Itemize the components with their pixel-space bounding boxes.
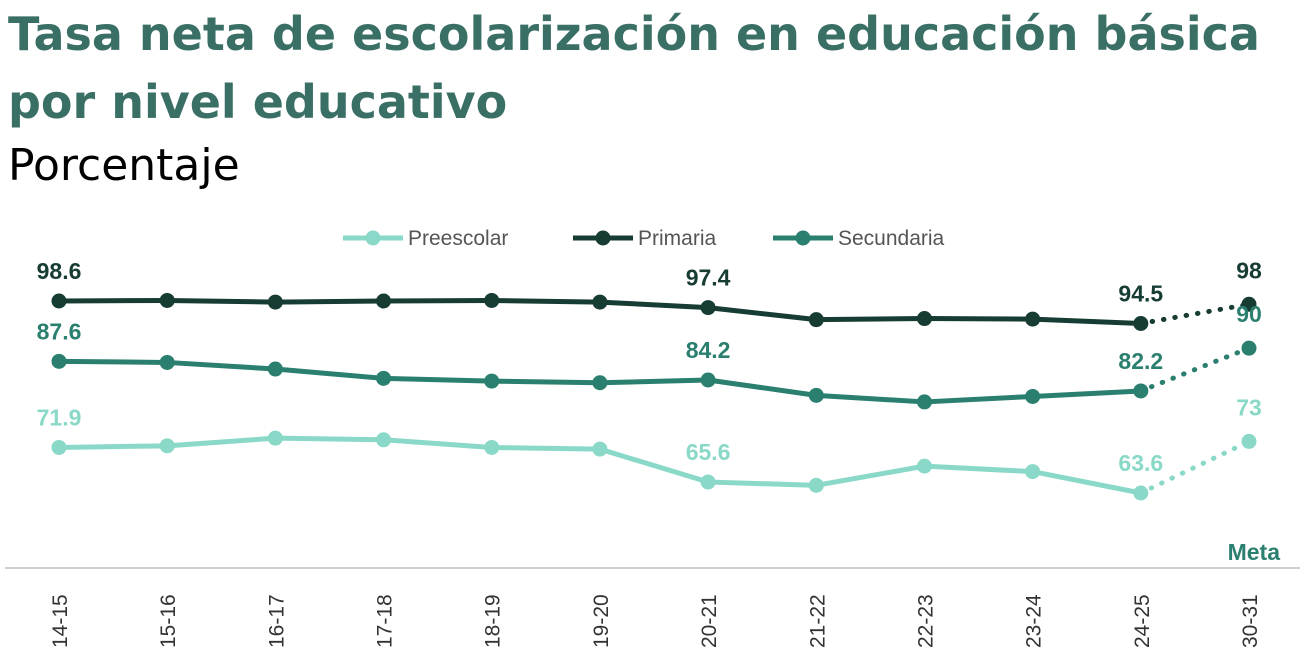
series-projection-secundaria: [1138, 345, 1252, 394]
legend-item-primaria: Primaria: [573, 227, 716, 250]
legend-marker-primaria: [595, 230, 611, 246]
series-layer: [51, 292, 1257, 501]
data-label-primaria-14-15: 98.6: [37, 258, 82, 284]
point-primaria-14-15: [51, 293, 67, 309]
x-tick-21-22: 21-22: [806, 594, 829, 648]
point-primaria-16-17: [267, 294, 283, 310]
point-preescolar-19-20: [592, 441, 608, 457]
x-tick-15-16: 15-16: [157, 594, 180, 648]
x-tick-14-15: 14-15: [49, 594, 72, 648]
point-preescolar-20-21: [700, 474, 716, 490]
legend-item-preescolar: Preescolar: [343, 227, 508, 250]
chart-subtitle: Porcentaje: [8, 140, 240, 191]
data-label-primaria-20-21: 97.4: [686, 265, 731, 291]
point-primaria-20-21: [700, 300, 716, 316]
point-secundaria-19-20: [592, 375, 608, 391]
data-label-secundaria-30-31: 90: [1236, 301, 1262, 327]
data-label-primaria-30-31: 98: [1236, 257, 1262, 283]
data-label-preescolar-30-31: 73: [1236, 394, 1262, 420]
point-primaria-18-19: [484, 292, 500, 308]
legend-marker-preescolar: [365, 230, 381, 246]
point-preescolar-15-16: [159, 438, 175, 454]
point-secundaria-20-21: [700, 372, 716, 388]
point-primaria-22-23: [916, 311, 932, 327]
data-label-primaria-24-25: 94.5: [1118, 280, 1163, 306]
legend-label-secundaria: Secundaria: [838, 227, 945, 250]
point-preescolar-14-15: [51, 439, 67, 455]
point-primaria-17-18: [376, 293, 392, 309]
point-primaria-23-24: [1025, 311, 1041, 327]
data-label-secundaria-14-15: 87.6: [37, 318, 82, 344]
x-tick-16-17: 16-17: [265, 594, 288, 648]
x-tick-22-23: 22-23: [914, 594, 937, 648]
data-label-preescolar-14-15: 71.9: [37, 404, 82, 430]
series-projection-preescolar: [1138, 438, 1252, 496]
point-preescolar-21-22: [808, 477, 824, 493]
point-primaria-21-22: [808, 312, 824, 328]
point-preescolar-23-24: [1025, 464, 1041, 480]
point-primaria-19-20: [592, 294, 608, 310]
data-labels: 71.9 65.6 63.6 73 98.6 97.4 94.5 98 87.6 84.2 82.2…: [37, 257, 1262, 476]
point-preescolar-22-23: [916, 458, 932, 474]
data-label-secundaria-24-25: 82.2: [1118, 348, 1163, 374]
x-tick-17-18: 17-18: [374, 594, 397, 648]
point-secundaria-18-19: [484, 373, 500, 389]
legend-item-secundaria: Secundaria: [773, 227, 945, 250]
chart-legend: Preescolar Primaria Secundaria: [343, 227, 945, 250]
point-primaria-15-16: [159, 292, 175, 308]
x-tick-20-21: 20-21: [698, 594, 721, 648]
point-secundaria-17-18: [376, 370, 392, 386]
point-preescolar-16-17: [267, 430, 283, 446]
point-secundaria-24-25: [1133, 383, 1149, 399]
point-secundaria-23-24: [1025, 388, 1041, 404]
point-secundaria-15-16: [159, 354, 175, 370]
goal-label: Meta: [1228, 539, 1281, 565]
chart-title: Tasa neta de escolarización en educación…: [8, 7, 1260, 130]
data-label-preescolar-24-25: 63.6: [1118, 450, 1163, 476]
point-primaria-24-25: [1133, 315, 1149, 331]
point-preescolar-18-19: [484, 439, 500, 455]
point-preescolar-24-25: [1133, 485, 1149, 501]
legend-label-primaria: Primaria: [638, 227, 716, 250]
series-primaria: [51, 292, 1257, 331]
point-secundaria-16-17: [267, 361, 283, 377]
data-label-secundaria-20-21: 84.2: [686, 337, 731, 363]
x-tick-18-19: 18-19: [482, 594, 505, 648]
series-projection-primaria: [1138, 301, 1252, 326]
series-secundaria: [51, 340, 1257, 410]
x-tick-24-25: 24-25: [1131, 594, 1154, 648]
point-preescolar-17-18: [376, 432, 392, 448]
legend-label-preescolar: Preescolar: [408, 227, 508, 250]
point-secundaria-14-15: [51, 353, 67, 369]
legend-marker-secundaria: [795, 230, 811, 246]
line-chart: Preescolar Primaria Secundaria 71.9 65.6 63.…: [5, 227, 1300, 648]
point-secundaria-21-22: [808, 387, 824, 403]
point-primaria-30-31: [1241, 296, 1257, 312]
series-preescolar: [51, 430, 1257, 501]
point-preescolar-30-31: [1241, 433, 1257, 449]
point-secundaria-22-23: [916, 394, 932, 410]
data-label-preescolar-20-21: 65.6: [686, 439, 731, 465]
point-secundaria-30-31: [1241, 340, 1257, 356]
x-tick-23-24: 23-24: [1023, 594, 1046, 648]
x-tick-19-20: 19-20: [590, 594, 613, 648]
x-axis-ticks: 14-15 15-16 16-17 17-18 18-19 19-20 20-21 21-22…: [49, 594, 1262, 648]
x-tick-30-31: 30-31: [1239, 594, 1262, 648]
